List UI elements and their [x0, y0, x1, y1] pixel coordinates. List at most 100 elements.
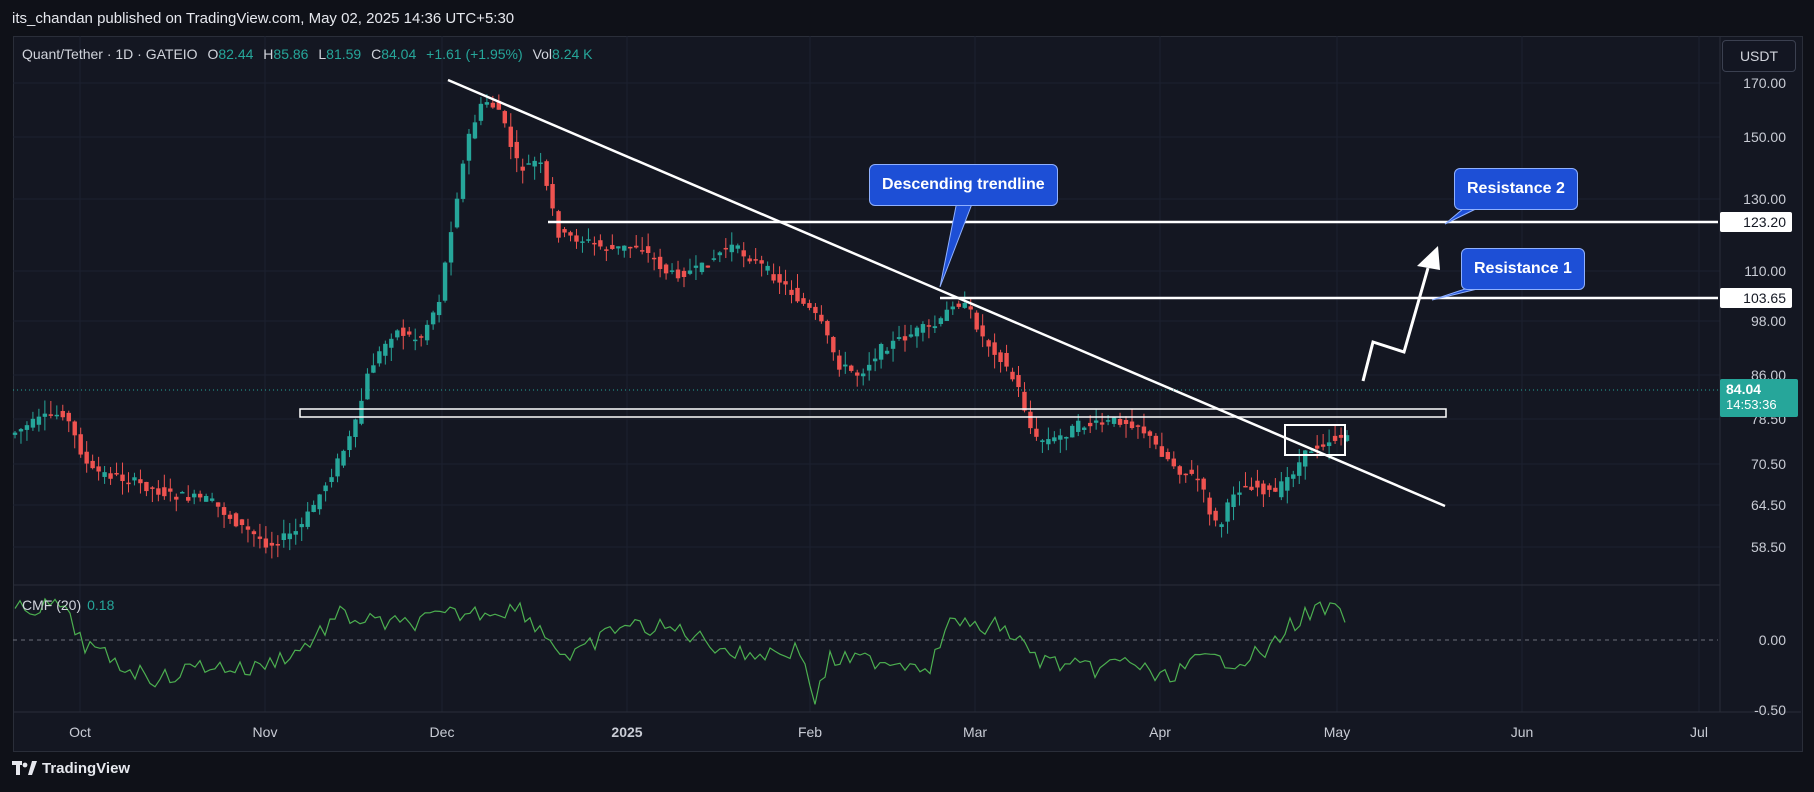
- candle-body: [1087, 422, 1093, 427]
- candle-body: [209, 498, 215, 501]
- change-value: +1.61 (+1.95%): [426, 46, 523, 62]
- candle-body: [239, 519, 245, 526]
- candle-body: [699, 262, 705, 273]
- candle-body: [1320, 444, 1326, 447]
- candle-body: [395, 330, 400, 338]
- price-axis-tick: 58.50: [1750, 539, 1786, 555]
- candle-body: [311, 504, 316, 512]
- time-axis-tick: Nov: [252, 724, 278, 740]
- candle-body: [771, 274, 776, 281]
- candle-body: [329, 477, 334, 482]
- price-axis-tick: 110.00: [1744, 263, 1786, 279]
- candle-body: [1297, 462, 1302, 476]
- candle-body: [825, 321, 830, 336]
- candle-body: [705, 265, 711, 268]
- tradingview-logo-icon: [12, 761, 37, 775]
- candle-body: [1177, 466, 1182, 475]
- candle-body: [1070, 425, 1075, 438]
- candle-body: [66, 412, 71, 422]
- cmf-line: [14, 597, 1346, 705]
- candle-body: [962, 302, 967, 308]
- candle-body: [556, 211, 561, 238]
- candle-body: [783, 281, 788, 285]
- candle-body: [1064, 436, 1069, 439]
- candle-body: [78, 434, 83, 455]
- candle-body: [1022, 391, 1027, 411]
- candle-body: [890, 340, 896, 349]
- candle-body: [532, 160, 537, 167]
- candle-body: [544, 161, 549, 186]
- candle-body: [837, 355, 842, 370]
- candle-body: [986, 340, 991, 347]
- candle-body: [1040, 440, 1045, 443]
- candle-body: [418, 336, 424, 338]
- candle-body: [48, 414, 54, 416]
- candle-body: [681, 270, 687, 277]
- candle-body: [1332, 435, 1338, 441]
- candle-body: [550, 184, 555, 209]
- candle-body: [1010, 371, 1015, 380]
- candle-body: [186, 497, 191, 501]
- candle-body: [287, 533, 292, 540]
- candle-body: [251, 531, 257, 535]
- currency-button[interactable]: USDT: [1722, 40, 1796, 72]
- candle-body: [759, 260, 764, 264]
- grid-lines: [13, 36, 1720, 712]
- candle-body: [843, 364, 848, 367]
- candle-body: [645, 246, 651, 253]
- candle-body: [430, 312, 436, 325]
- candle-body: [526, 163, 531, 165]
- chart-panel[interactable]: [13, 36, 1803, 752]
- consolidation-box: [1284, 424, 1346, 456]
- candle-body: [413, 339, 418, 342]
- candle-body: [896, 337, 902, 339]
- support-zone-box: [299, 408, 1447, 418]
- price-axis-tick: 98.00: [1750, 313, 1786, 329]
- candle-body: [1237, 492, 1242, 495]
- candle-body: [275, 544, 281, 546]
- candle-body: [795, 287, 800, 302]
- candle-body: [872, 358, 878, 362]
- candle-body: [1159, 446, 1165, 457]
- candle-body: [950, 306, 955, 310]
- candle-body: [1344, 435, 1350, 441]
- tradingview-brand[interactable]: TradingView: [12, 760, 130, 777]
- candle-body: [305, 511, 310, 527]
- candle-body: [819, 314, 824, 322]
- price-axis-tick: 130.00: [1743, 191, 1786, 207]
- candle-body: [777, 274, 782, 283]
- candle-body: [281, 533, 286, 541]
- resistance1-price-tag: 103.65: [1720, 288, 1792, 308]
- candle-body: [1004, 352, 1009, 367]
- candle-body: [741, 250, 746, 257]
- candle-body: [610, 244, 615, 249]
- candle-body: [807, 303, 812, 308]
- candle-body: [1171, 458, 1177, 467]
- candle-body: [203, 496, 209, 502]
- candle-body: [299, 524, 304, 528]
- candle-body: [108, 473, 113, 479]
- candle-body: [831, 337, 836, 353]
- candle-body: [174, 496, 179, 500]
- candle-body: [801, 298, 806, 304]
- cmf-axis-tick: 0.00: [1758, 632, 1786, 648]
- projection-arrowhead: [1417, 246, 1440, 270]
- candle-body: [1147, 431, 1153, 436]
- price-axis-tick: 150.00: [1743, 129, 1786, 145]
- candle-body: [1189, 469, 1194, 474]
- candle-body: [120, 474, 125, 482]
- candle-body: [753, 259, 758, 261]
- candle-body: [956, 303, 961, 307]
- candle-body: [687, 270, 693, 274]
- candle-body: [24, 425, 30, 430]
- candle-body: [747, 258, 752, 262]
- candle-body: [1135, 425, 1141, 427]
- candle-body: [902, 336, 908, 341]
- candle-body: [1338, 434, 1344, 438]
- candle-body: [998, 352, 1003, 363]
- candle-body: [227, 514, 233, 519]
- candle-body: [974, 312, 979, 330]
- high-value: 85.86: [273, 46, 309, 62]
- candle-body: [884, 350, 890, 354]
